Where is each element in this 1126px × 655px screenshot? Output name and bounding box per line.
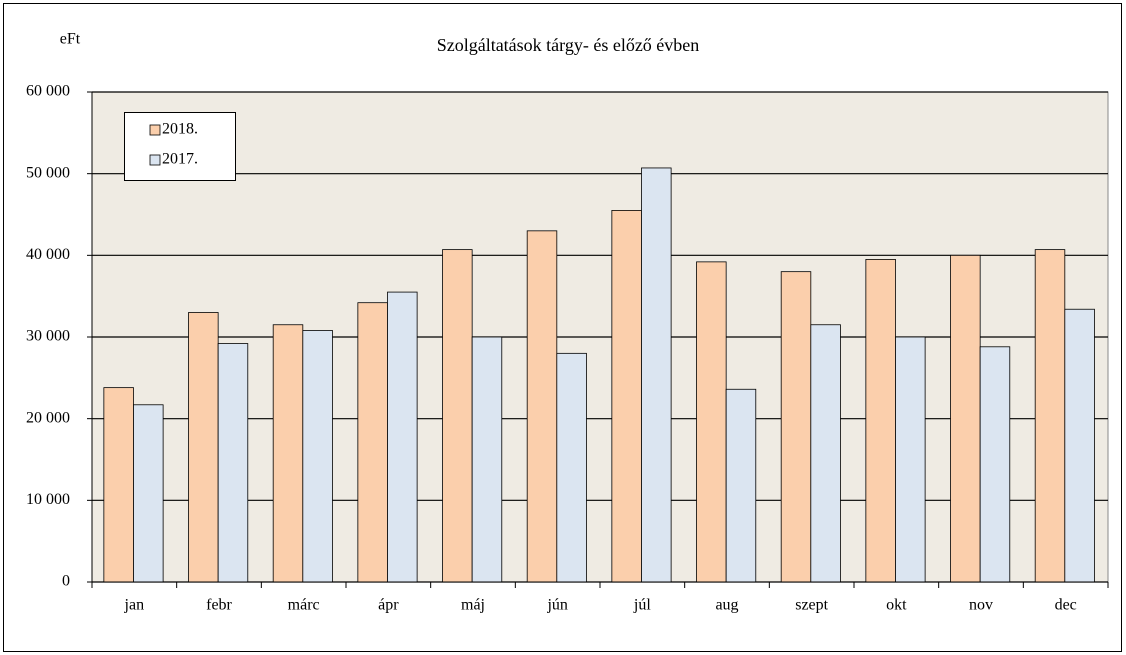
bar <box>1064 308 1095 583</box>
bar <box>526 230 558 583</box>
bar <box>188 312 219 583</box>
x-tick-label: júl <box>633 597 651 614</box>
bar <box>1034 249 1066 583</box>
x-tick-label: szept <box>795 597 828 614</box>
y-tick-label: 60 000 <box>26 83 70 100</box>
legend-label: 2018. <box>162 121 198 138</box>
bar <box>302 330 333 583</box>
bar <box>471 336 503 583</box>
legend-swatch <box>149 154 161 166</box>
bar <box>442 249 473 583</box>
bar <box>865 259 896 583</box>
y-tick-label: 30 000 <box>26 328 70 345</box>
x-tick-label: nov <box>969 597 993 614</box>
x-tick-label: ápr <box>378 597 399 614</box>
bar <box>611 210 642 583</box>
x-tick-label: okt <box>886 597 907 614</box>
legend-swatch <box>149 124 161 136</box>
chart-title: Szolgáltatások tárgy- és előző évben <box>437 35 700 55</box>
x-tick-label: jan <box>124 597 145 614</box>
bar <box>272 324 304 583</box>
bar <box>103 387 134 583</box>
bar <box>810 324 841 583</box>
y-tick-label: 0 <box>62 573 70 590</box>
bar <box>725 388 757 583</box>
y-tick-label: 20 000 <box>26 409 70 426</box>
x-tick-label: febr <box>206 597 232 614</box>
y-tick-label: 50 000 <box>26 164 70 181</box>
y-tick-label: 10 000 <box>26 491 70 508</box>
bar <box>217 343 249 583</box>
bar <box>133 404 164 583</box>
x-tick-label: dec <box>1055 597 1077 614</box>
x-tick-label: aug <box>715 597 738 614</box>
bar <box>357 302 388 583</box>
bar <box>556 352 587 583</box>
x-tick-label: máj <box>461 597 485 614</box>
bar <box>387 291 418 583</box>
y-tick-label: 40 000 <box>26 246 70 263</box>
bar <box>895 336 926 583</box>
bar <box>641 167 672 583</box>
bar <box>780 271 812 583</box>
legend-box <box>124 112 236 181</box>
y-axis-label: eFt <box>60 31 81 48</box>
legend-label: 2017. <box>162 151 198 168</box>
bar <box>696 261 727 583</box>
x-tick-label: jún <box>546 597 567 614</box>
x-tick-label: márc <box>288 597 320 614</box>
bar <box>950 254 981 583</box>
bar <box>979 346 1011 583</box>
